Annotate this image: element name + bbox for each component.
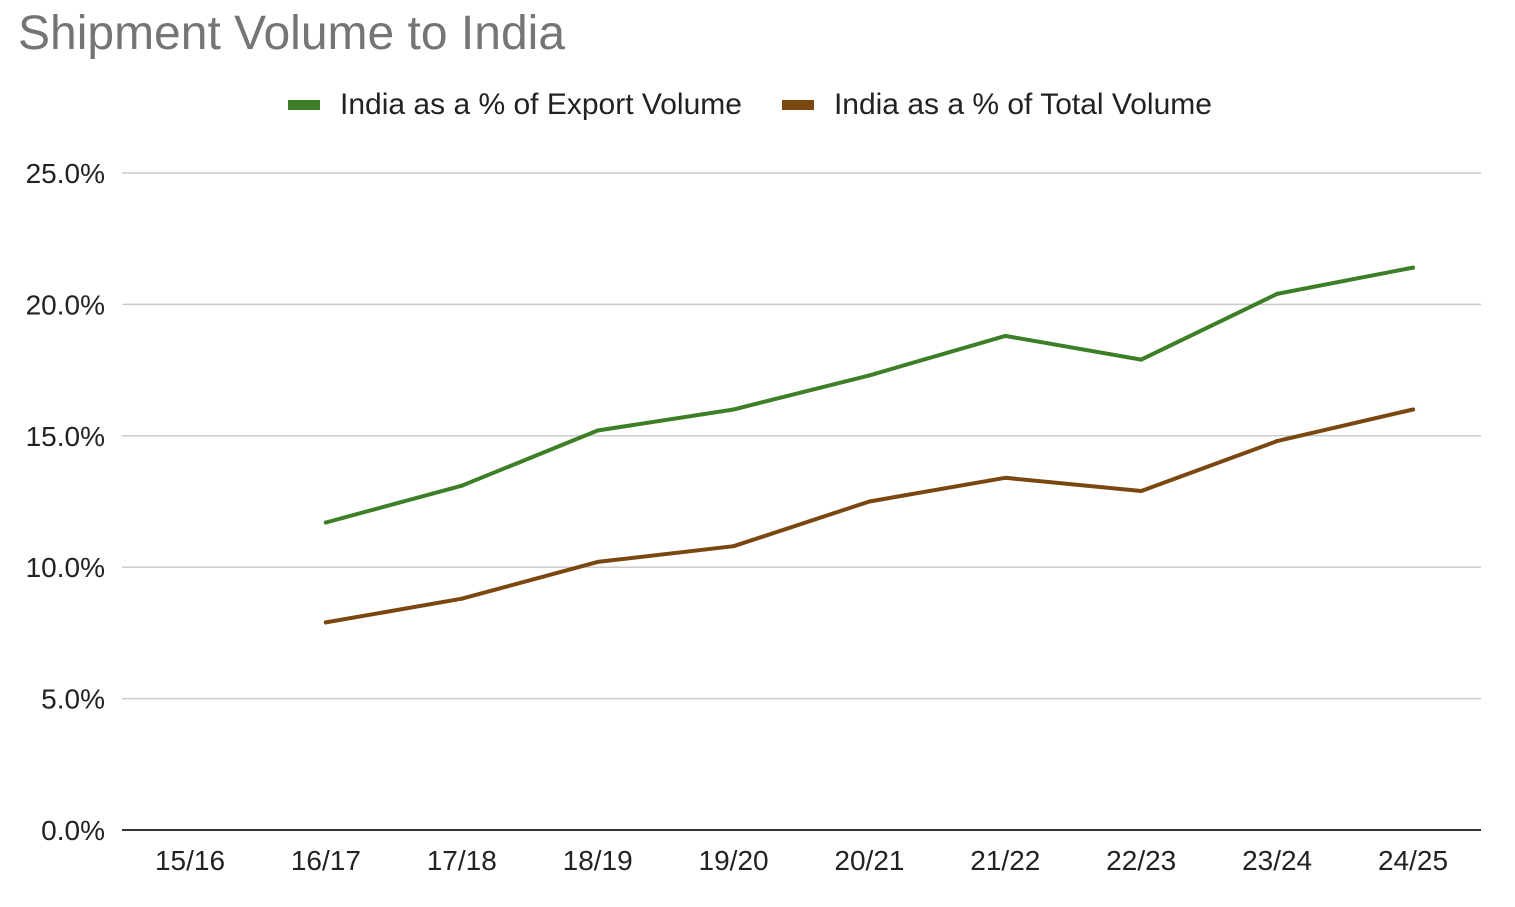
legend-swatch-total xyxy=(781,100,814,110)
legend-label-total: India as a % of Total Volume xyxy=(833,88,1212,121)
x-tick-label: 15/16 xyxy=(155,845,225,876)
legend-swatch-export xyxy=(288,100,321,110)
x-tick-label: 20/21 xyxy=(834,845,904,876)
y-tick-label: 5.0% xyxy=(41,684,105,715)
x-tick-label: 23/24 xyxy=(1242,845,1312,876)
data-point[interactable] xyxy=(595,428,600,433)
gridlines xyxy=(122,172,1481,831)
data-point[interactable] xyxy=(323,520,328,525)
y-tick-label: 10.0% xyxy=(26,552,105,583)
x-tick-label: 18/19 xyxy=(563,845,633,876)
data-point[interactable] xyxy=(1139,357,1144,362)
data-point[interactable] xyxy=(1411,265,1415,270)
legend: India as a % of Export Volume India as a… xyxy=(0,88,1500,122)
x-tick-label: 24/25 xyxy=(1378,845,1448,876)
data-point[interactable] xyxy=(1139,488,1144,493)
y-tick-label: 25.0% xyxy=(26,158,105,189)
x-tick-label: 19/20 xyxy=(699,845,769,876)
data-point[interactable] xyxy=(731,407,736,412)
series-line-total[interactable] xyxy=(323,407,1415,625)
y-tick-label: 20.0% xyxy=(26,289,105,320)
data-point[interactable] xyxy=(1411,407,1415,412)
x-tick-label: 21/22 xyxy=(970,845,1040,876)
data-point[interactable] xyxy=(1003,475,1008,480)
data-point[interactable] xyxy=(1275,291,1280,296)
x-tick-label: 16/17 xyxy=(291,845,361,876)
x-tick-label: 22/23 xyxy=(1106,845,1176,876)
legend-item-total[interactable]: India as a % of Total Volume xyxy=(781,88,1212,122)
data-point[interactable] xyxy=(731,544,736,549)
y-tick-label: 15.0% xyxy=(26,421,105,452)
data-point[interactable] xyxy=(1275,439,1280,444)
data-point[interactable] xyxy=(867,373,872,378)
data-point[interactable] xyxy=(595,559,600,564)
y-axis-ticks: 0.0% 5.0% 10.0% 15.0% 20.0% 25.0% xyxy=(26,158,105,846)
chart-title: Shipment Volume to India xyxy=(18,7,566,60)
series-lines xyxy=(323,265,1415,625)
data-point[interactable] xyxy=(459,483,464,488)
data-point[interactable] xyxy=(459,596,464,601)
data-point[interactable] xyxy=(323,620,328,625)
legend-item-export[interactable]: India as a % of Export Volume xyxy=(288,88,742,122)
x-axis-ticks: 15/16 16/17 17/18 18/19 19/20 20/21 21/22 22/23… xyxy=(155,845,1448,876)
data-point[interactable] xyxy=(1003,333,1008,338)
y-tick-label: 0.0% xyxy=(41,815,105,846)
data-point[interactable] xyxy=(867,499,872,504)
x-tick-label: 17/18 xyxy=(427,845,497,876)
series-line-export[interactable] xyxy=(323,265,1415,525)
legend-label-export: India as a % of Export Volume xyxy=(340,88,742,121)
